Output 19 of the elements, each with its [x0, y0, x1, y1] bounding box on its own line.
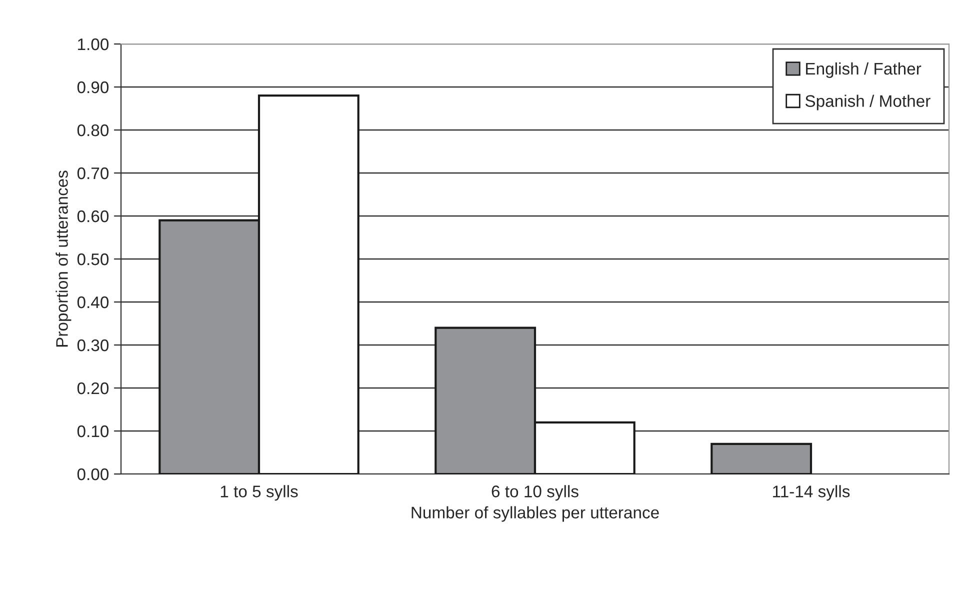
y-tick-label: 0.00	[77, 468, 109, 480]
y-axis-title: Proportion of utterances	[56, 170, 72, 347]
y-tick-label: 0.10	[77, 425, 109, 438]
y-tick-label: 0.70	[77, 167, 109, 180]
x-tick-label: 6 to 10 sylls	[492, 485, 578, 501]
y-tick-label: 0.50	[77, 253, 109, 266]
x-axis-title: Number of syllables per utterance	[412, 506, 659, 522]
bar	[710, 442, 812, 474]
x-tick-label: 11-14 sylls	[773, 485, 850, 501]
legend-label: Spanish / Mother	[805, 94, 930, 110]
y-tick-label: 0.90	[77, 81, 109, 94]
y-tick-label: 0.40	[77, 296, 109, 308]
y-tick-label: 1.00	[78, 38, 109, 50]
y-tick-label: 0.60	[77, 210, 109, 222]
y-tick-label: 0.30	[77, 339, 109, 352]
y-tick-label: 0.20	[77, 382, 109, 394]
y-tick-label: 0.80	[77, 124, 109, 136]
x-tick-label: 1 to 5 sylls	[220, 485, 298, 501]
legend-label: English / Father	[806, 62, 922, 78]
